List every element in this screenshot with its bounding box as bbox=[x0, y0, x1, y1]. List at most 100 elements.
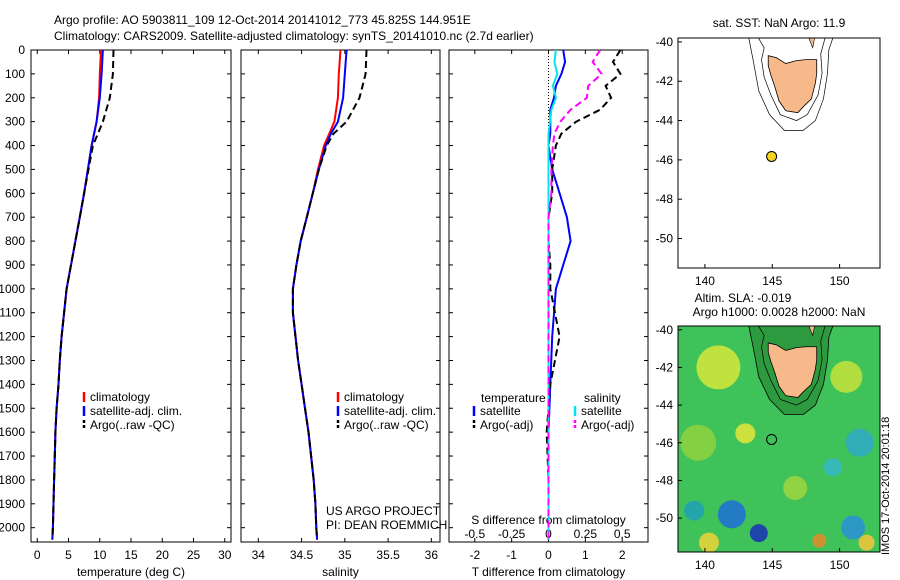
x-tick-label: -2 bbox=[469, 548, 480, 562]
lat-tick-label: -42 bbox=[656, 74, 674, 88]
depth-tick-label: 1700 bbox=[0, 449, 25, 463]
depth-tick-label: 800 bbox=[5, 234, 25, 248]
lat-tick-label: -50 bbox=[656, 511, 674, 525]
lon-tick-label: 145 bbox=[762, 558, 782, 572]
map-content bbox=[678, 38, 880, 268]
legend-header-temperature: temperature bbox=[481, 391, 546, 405]
legend-label: Argo(..raw -QC) bbox=[90, 418, 175, 432]
x-tick-label: 2 bbox=[619, 548, 626, 562]
legend-label: Argo(-adj) bbox=[581, 418, 634, 432]
lat-tick-label: -44 bbox=[656, 114, 674, 128]
salinity-diff-tick-label: 0.5 bbox=[614, 527, 631, 541]
lon-tick-label: 140 bbox=[695, 558, 715, 572]
header-line-2: Climatology: CARS2009. Satellite-adjuste… bbox=[54, 29, 534, 43]
difference-profile-line bbox=[547, 49, 572, 540]
header-line-1: Argo profile: AO 5903811_109 12-Oct-2014… bbox=[54, 13, 471, 27]
x-tick-label: 34.5 bbox=[290, 548, 314, 562]
map-frame bbox=[677, 37, 881, 269]
x-tick-label: 10 bbox=[93, 548, 107, 562]
axes-frame bbox=[30, 49, 232, 543]
salinity-diff-tick-label: 0.25 bbox=[574, 527, 598, 541]
sst-map-title: sat. SST: NaN Argo: 11.9 bbox=[713, 16, 846, 30]
depth-tick-label: 0 bbox=[18, 43, 25, 57]
x-tick-label: 35 bbox=[338, 548, 352, 562]
lat-tick-label: -44 bbox=[656, 398, 674, 412]
sla-anomaly-blob bbox=[684, 500, 705, 521]
x-tick-label: 35.5 bbox=[376, 548, 400, 562]
sla-anomaly-blob bbox=[749, 524, 768, 543]
sla-anomaly-blob bbox=[830, 360, 863, 393]
temperature-profile-line bbox=[51, 49, 104, 540]
temperature-profile-line bbox=[51, 49, 115, 540]
x-axis-label: T difference from climatology bbox=[472, 565, 626, 579]
temperature-profile-panel: 0100200300400500600700800900100011001200… bbox=[0, 43, 232, 579]
sla-anomaly-blob bbox=[717, 500, 746, 529]
tasmania-landmass bbox=[767, 342, 818, 398]
axes-frame bbox=[240, 49, 441, 543]
depth-tick-label: 1800 bbox=[0, 473, 25, 487]
depth-tick-label: 200 bbox=[5, 91, 25, 105]
salinity-profile-line bbox=[291, 49, 368, 540]
x-tick-label: -1 bbox=[506, 548, 517, 562]
legend-label: climatology bbox=[90, 390, 150, 404]
isobath-contour bbox=[748, 38, 834, 131]
salinity-diff-tick-label: -0.25 bbox=[498, 527, 526, 541]
sla-anomaly-blob bbox=[858, 534, 875, 551]
tasmania-landmass bbox=[767, 55, 818, 114]
lon-tick-label: 140 bbox=[695, 274, 715, 288]
x-tick-label: 0 bbox=[34, 548, 41, 562]
sla-anomaly-blob bbox=[845, 428, 874, 457]
x-tick-label: 0 bbox=[545, 548, 552, 562]
sst-map-panel: 140 145 150 -40 -42 -44 -46 -48 -50 sat. SST: NaN… bbox=[656, 16, 881, 288]
lat-tick-label: -40 bbox=[656, 323, 674, 337]
lat-tick-label: -42 bbox=[656, 360, 674, 374]
coast-shelf-contour bbox=[758, 38, 826, 121]
x-axis-label: salinity bbox=[322, 565, 359, 579]
lat-tick-label: -46 bbox=[656, 436, 674, 450]
x-tick-label: 25 bbox=[187, 548, 201, 562]
lon-tick-label: 145 bbox=[762, 274, 782, 288]
difference-profile-line bbox=[547, 49, 603, 540]
lat-tick-label: -48 bbox=[656, 473, 674, 487]
depth-tick-label: 1100 bbox=[0, 306, 25, 320]
sla-anomaly-blob bbox=[696, 345, 741, 390]
island bbox=[808, 38, 815, 49]
salinity-diff-tick-label: -0.5 bbox=[464, 527, 485, 541]
x-tick-label: 5 bbox=[65, 548, 72, 562]
map-frame bbox=[677, 325, 881, 553]
depth-tick-label: 500 bbox=[5, 162, 25, 176]
salinity-profile-panel: 34 34.5 35 35.5 36 salinity climatologysatelli… bbox=[240, 49, 441, 579]
sla-anomaly-blob bbox=[735, 423, 756, 444]
legend-label: climatology bbox=[344, 390, 404, 404]
project-label: US ARGO PROJECT bbox=[326, 504, 441, 518]
depth-tick-label: 1500 bbox=[0, 401, 25, 415]
sla-anomaly-blob bbox=[823, 458, 842, 477]
sla-map-panel: 140 145 150 -40 -42 -44 -46 -48 -50 Altim. SLA: -… bbox=[656, 291, 881, 572]
legend-label: Argo(-adj) bbox=[480, 418, 533, 432]
argo-float-marker bbox=[766, 433, 778, 445]
difference-profile-panel: -2 -1 0 1 2 T difference from climatology -0.5… bbox=[448, 49, 649, 579]
x-tick-label: 36 bbox=[425, 548, 439, 562]
sla-anomaly-blob bbox=[841, 515, 866, 540]
sla-anomaly-blob bbox=[680, 424, 717, 461]
legend-header-salinity: salinity bbox=[584, 391, 621, 405]
depth-tick-label: 1600 bbox=[0, 425, 25, 439]
sla-anomaly-blob bbox=[783, 475, 808, 500]
salinity-profile-line bbox=[291, 49, 342, 540]
depth-tick-label: 1200 bbox=[0, 330, 25, 344]
lat-tick-label: -46 bbox=[656, 153, 674, 167]
lat-tick-label: -50 bbox=[656, 232, 674, 246]
depth-tick-label: 1000 bbox=[0, 282, 25, 296]
lat-tick-label: -48 bbox=[656, 192, 674, 206]
sla-anomaly-blob bbox=[812, 533, 827, 548]
depth-tick-label: 2000 bbox=[0, 521, 25, 535]
legend-label: Argo(..raw -QC) bbox=[344, 418, 429, 432]
legend-label: satellite-adj. clim. bbox=[344, 404, 436, 418]
lon-tick-label: 150 bbox=[830, 558, 850, 572]
depth-tick-label: 1900 bbox=[0, 497, 25, 511]
salinity-profile-line bbox=[291, 49, 348, 540]
legend-label: satellite bbox=[581, 404, 622, 418]
depth-tick-label: 700 bbox=[5, 210, 25, 224]
depth-tick-label: 1300 bbox=[0, 353, 25, 367]
